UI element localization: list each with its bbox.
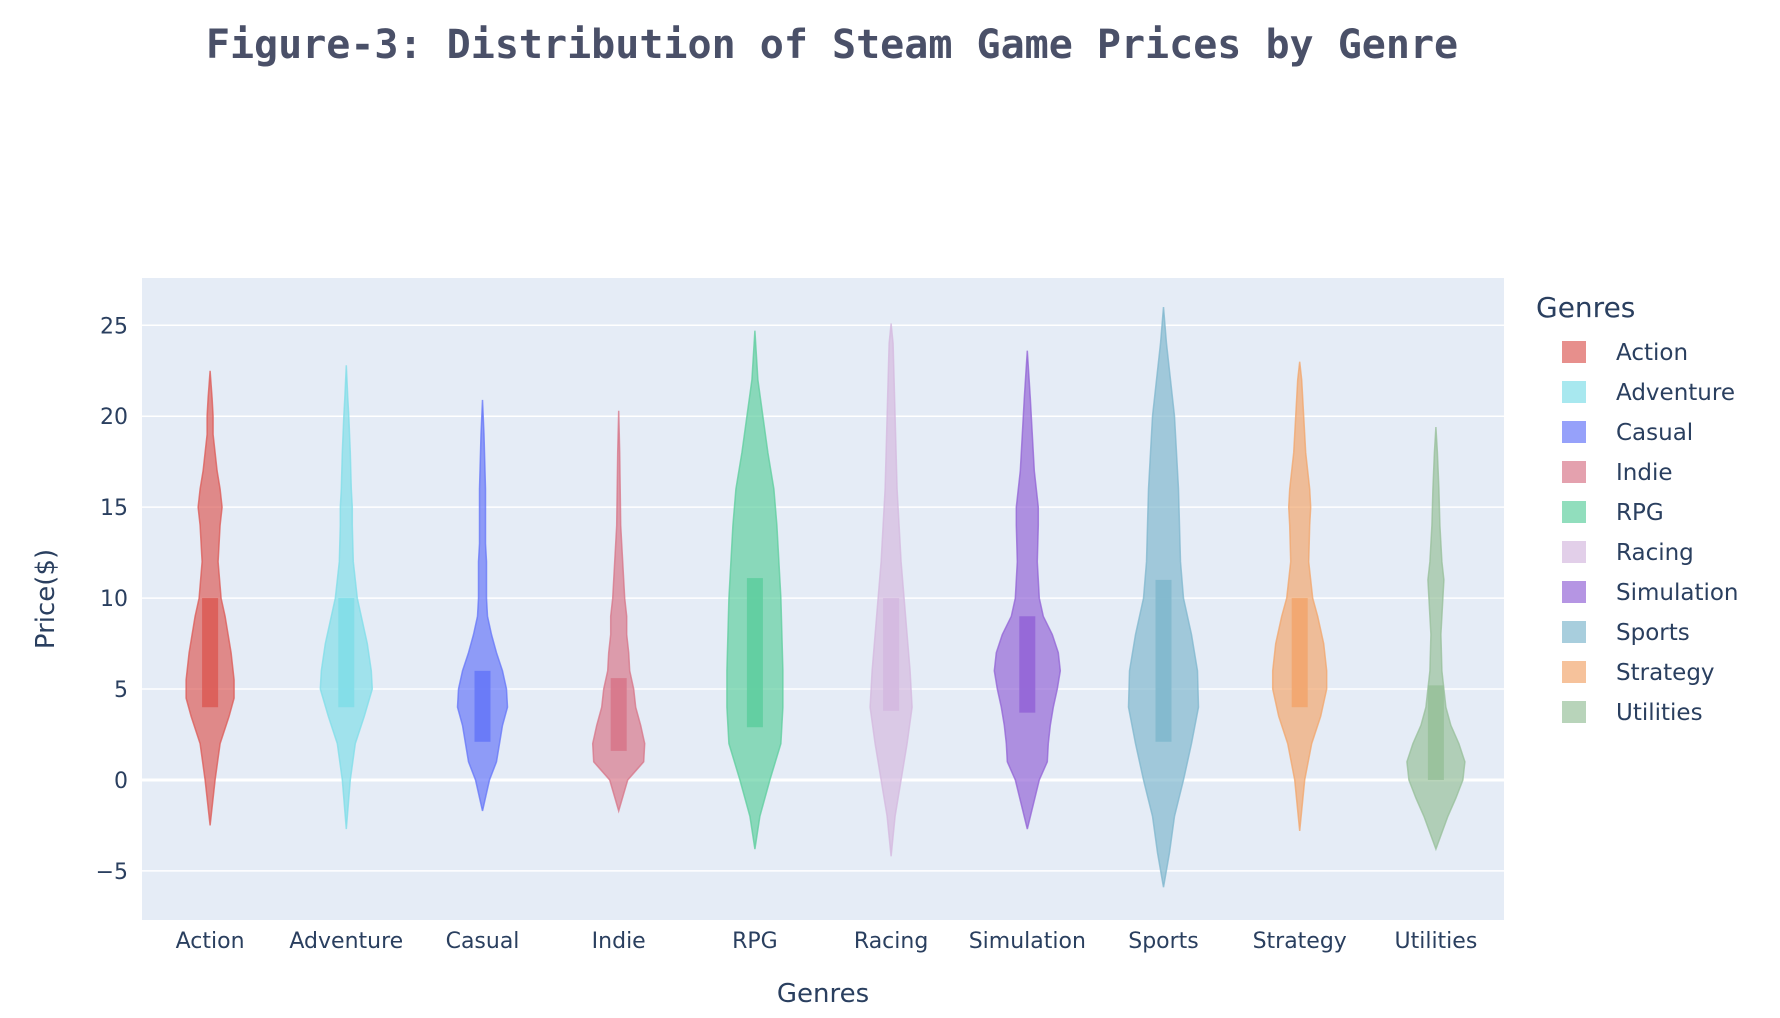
legend-item-utilities[interactable]: Utilities [1562,700,1703,726]
y-tick-label: 10 [100,587,128,612]
violin-indie[interactable] [591,410,646,814]
legend-label: Strategy [1616,660,1715,686]
y-tick-label: −5 [96,860,128,885]
legend-swatch [1562,381,1586,403]
violin-body [456,399,509,812]
legend-swatch [1562,541,1586,563]
x-tick-label: Strategy [1253,929,1347,954]
violin-body [1406,427,1466,852]
x-tick-label: Action [176,929,245,954]
legend-swatch [1562,661,1586,683]
plot-area-background [142,278,1504,920]
violin-utilities[interactable] [1406,427,1466,852]
y-axis-title: Price($) [31,549,61,649]
violin-iqr-box [474,670,491,742]
violin-rpg[interactable] [726,330,784,850]
y-tick-label: 20 [100,405,128,430]
legend-label: Racing [1616,540,1694,566]
violin-iqr-box [1291,598,1308,708]
violin-strategy[interactable] [1271,361,1328,831]
violin-body [993,350,1062,830]
violin-iqr-box [610,678,627,751]
violin-iqr-box [1427,685,1444,780]
violin-racing[interactable] [869,323,913,857]
chart-title: Figure-3: Distribution of Steam Game Pri… [206,22,1458,68]
violin-iqr-box [338,598,355,708]
legend-swatch [1562,701,1586,723]
violin-iqr-box [1155,579,1172,742]
violin-sports[interactable] [1127,307,1200,888]
x-tick-label: Sports [1128,929,1199,954]
violin-iqr-box [202,598,219,708]
x-axis-title: Genres [777,979,869,1009]
violins [185,307,1466,888]
legend[interactable]: Genres Action Adventure Casual Indie RPG Raci… [1536,291,1739,726]
y-tick-label: 0 [114,769,128,794]
legend-title: Genres [1536,291,1635,324]
legend-label: Utilities [1616,700,1703,726]
x-tick-label: Racing [854,929,928,954]
legend-swatch [1562,581,1586,603]
y-axis-ticks: 25 20 15 10 5 0 −5 [96,314,128,885]
x-tick-label: Casual [446,929,520,954]
legend-label: Simulation [1616,580,1739,606]
violin-body [1271,361,1328,831]
legend-label: Adventure [1616,380,1735,406]
legend-item-casual[interactable]: Casual [1562,420,1693,446]
legend-item-simulation[interactable]: Simulation [1562,580,1739,606]
legend-swatch [1562,341,1586,363]
y-gridlines [142,324,1504,872]
legend-label: Indie [1616,460,1673,486]
legend-swatch [1562,501,1586,523]
legend-swatch [1562,461,1586,483]
x-tick-label: Adventure [289,929,403,954]
legend-item-strategy[interactable]: Strategy [1562,660,1715,686]
y-tick-label: 25 [100,314,128,339]
x-tick-label: RPG [732,929,778,954]
legend-label: Action [1616,340,1688,366]
x-tick-label: Utilities [1394,929,1477,954]
x-tick-label: Simulation [969,929,1086,954]
legend-swatch [1562,621,1586,643]
legend-label: RPG [1616,500,1664,526]
x-tick-label: Indie [592,929,646,954]
legend-label: Sports [1616,620,1690,646]
legend-item-sports[interactable]: Sports [1562,620,1690,646]
violin-action[interactable] [185,370,235,826]
y-tick-label: 15 [100,496,128,521]
violin-body [591,410,646,814]
violin-simulation[interactable] [993,350,1062,830]
violin-adventure[interactable] [319,365,374,830]
violin-iqr-box [883,598,900,711]
legend-swatch [1562,421,1586,443]
legend-item-adventure[interactable]: Adventure [1562,380,1735,406]
violin-iqr-box [746,578,763,728]
violin-casual[interactable] [456,399,509,812]
y-tick-label: 5 [114,678,128,703]
violin-body [319,365,374,830]
legend-item-rpg[interactable]: RPG [1562,500,1664,526]
legend-item-action[interactable]: Action [1562,340,1688,366]
violin-body [869,323,913,857]
x-axis-ticks: Action Adventure Casual Indie RPG Racing Simul… [176,929,1478,954]
legend-label: Casual [1616,420,1693,446]
legend-item-indie[interactable]: Indie [1562,460,1673,486]
violin-iqr-box [1019,616,1036,713]
legend-item-racing[interactable]: Racing [1562,540,1694,566]
